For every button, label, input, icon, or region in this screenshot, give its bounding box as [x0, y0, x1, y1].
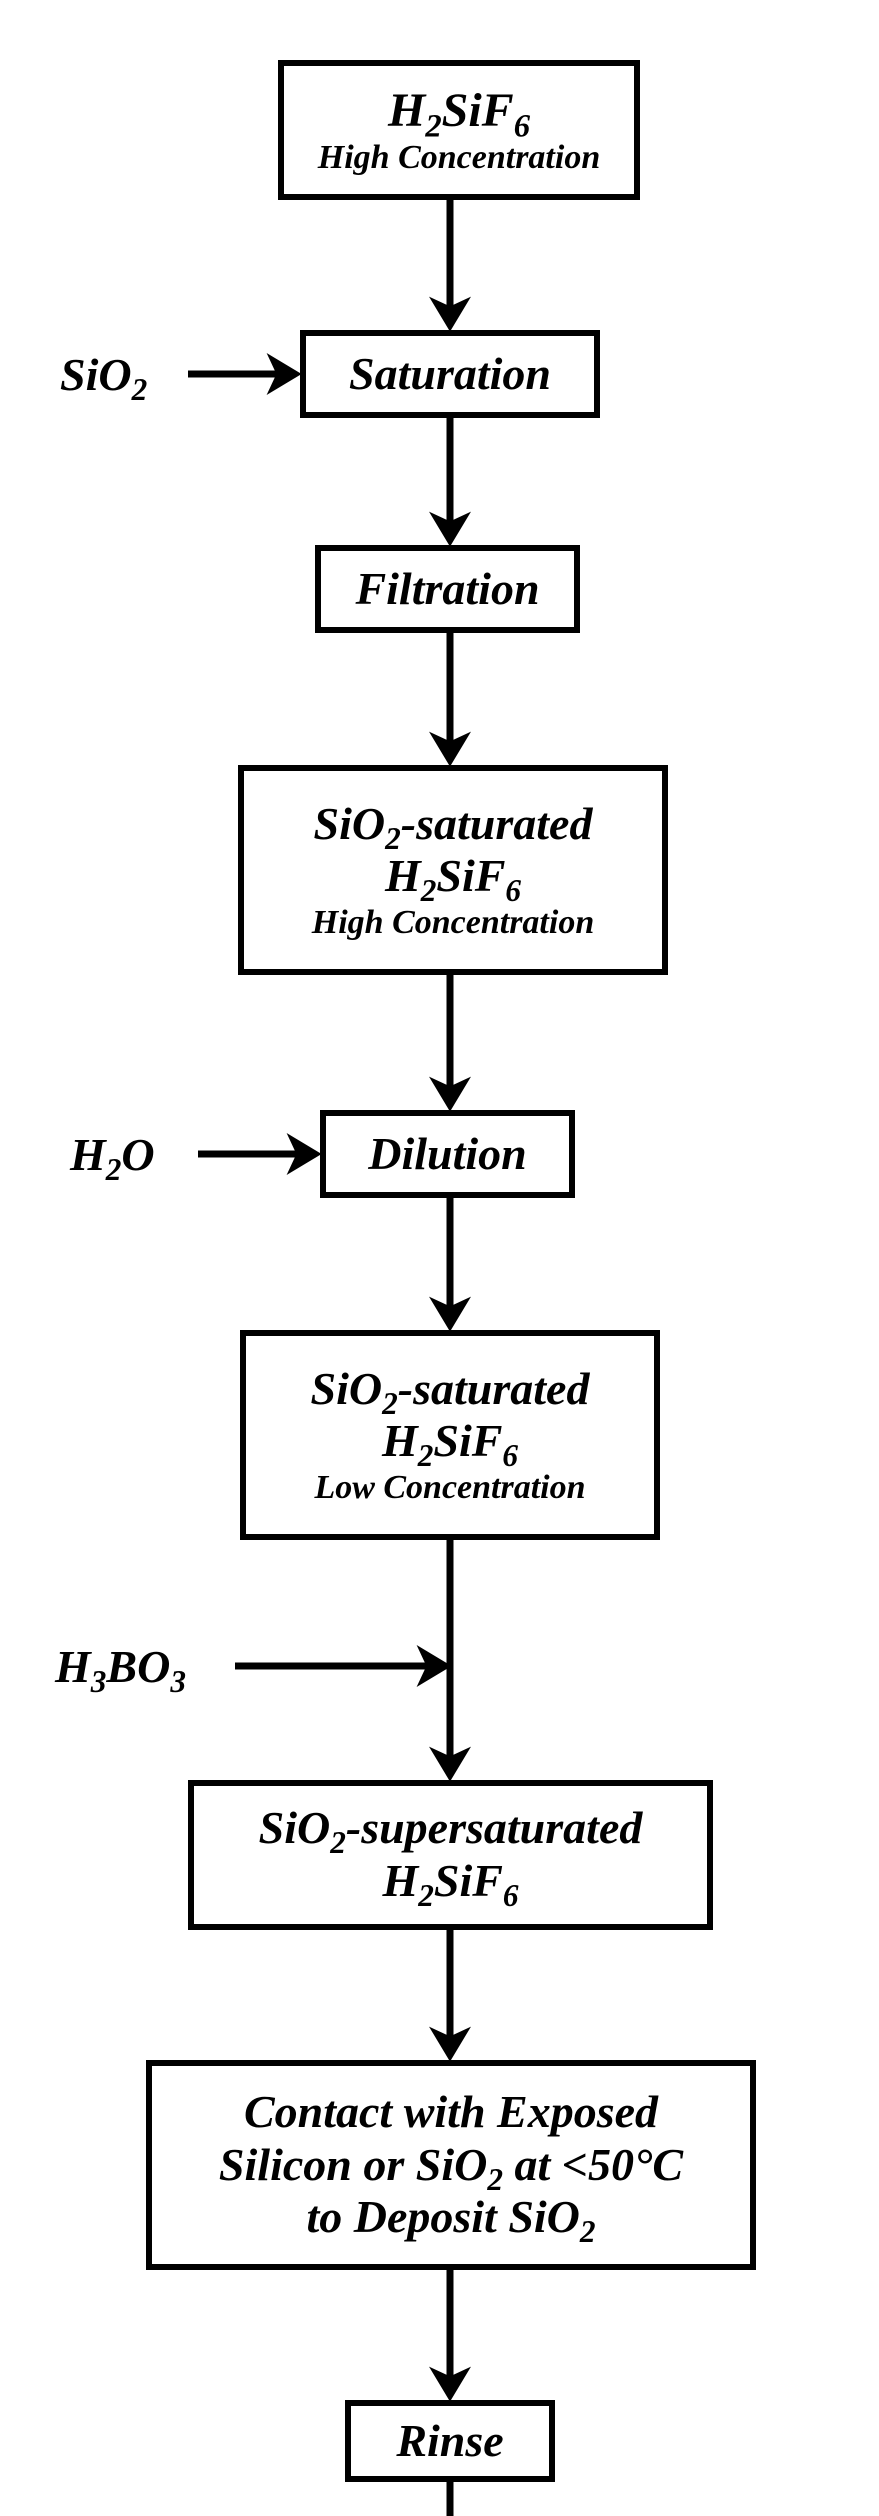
box-text: H2SiF6	[388, 83, 530, 138]
box-text: Saturation	[349, 348, 551, 401]
flow-box-n7: SiO2-supersaturatedH2SiF6	[188, 1780, 713, 1930]
box-text: H2SiF6	[382, 1415, 518, 1468]
box-text: to Deposit SiO2	[306, 2191, 595, 2244]
box-text: Low Concentration	[314, 1468, 585, 1507]
box-text: High Concentration	[312, 903, 594, 942]
side-label-l2: H2O	[70, 1128, 155, 1181]
box-text: Silicon or SiO2 at <50°C	[219, 2139, 683, 2192]
side-label-l3: H3BO3	[55, 1640, 186, 1693]
flow-box-n3: Filtration	[315, 545, 580, 633]
side-label-l1: SiO2	[60, 348, 147, 401]
flow-box-n2: Saturation	[300, 330, 600, 418]
flow-box-n5: Dilution	[320, 1110, 575, 1198]
box-text: SiO2-saturated	[311, 1363, 590, 1416]
box-text: SiO2-supersaturated	[259, 1802, 643, 1855]
flow-box-n1: H2SiF6High Concentration	[278, 60, 640, 200]
box-text: Rinse	[396, 2415, 503, 2468]
box-text: Filtration	[355, 563, 539, 616]
box-text: H2SiF6	[382, 1855, 518, 1908]
flow-box-n8: Contact with ExposedSilicon or SiO2 at <…	[146, 2060, 756, 2270]
flow-box-n4: SiO2-saturatedH2SiF6High Concentration	[238, 765, 668, 975]
box-text: Dilution	[368, 1128, 527, 1181]
flow-box-n6: SiO2-saturatedH2SiF6Low Concentration	[240, 1330, 660, 1540]
box-text: High Concentration	[318, 138, 600, 177]
box-text: SiO2-saturated	[314, 798, 593, 851]
flow-box-n9: Rinse	[345, 2400, 555, 2482]
box-text: H2SiF6	[385, 850, 521, 903]
box-text: Contact with Exposed	[244, 2086, 658, 2139]
